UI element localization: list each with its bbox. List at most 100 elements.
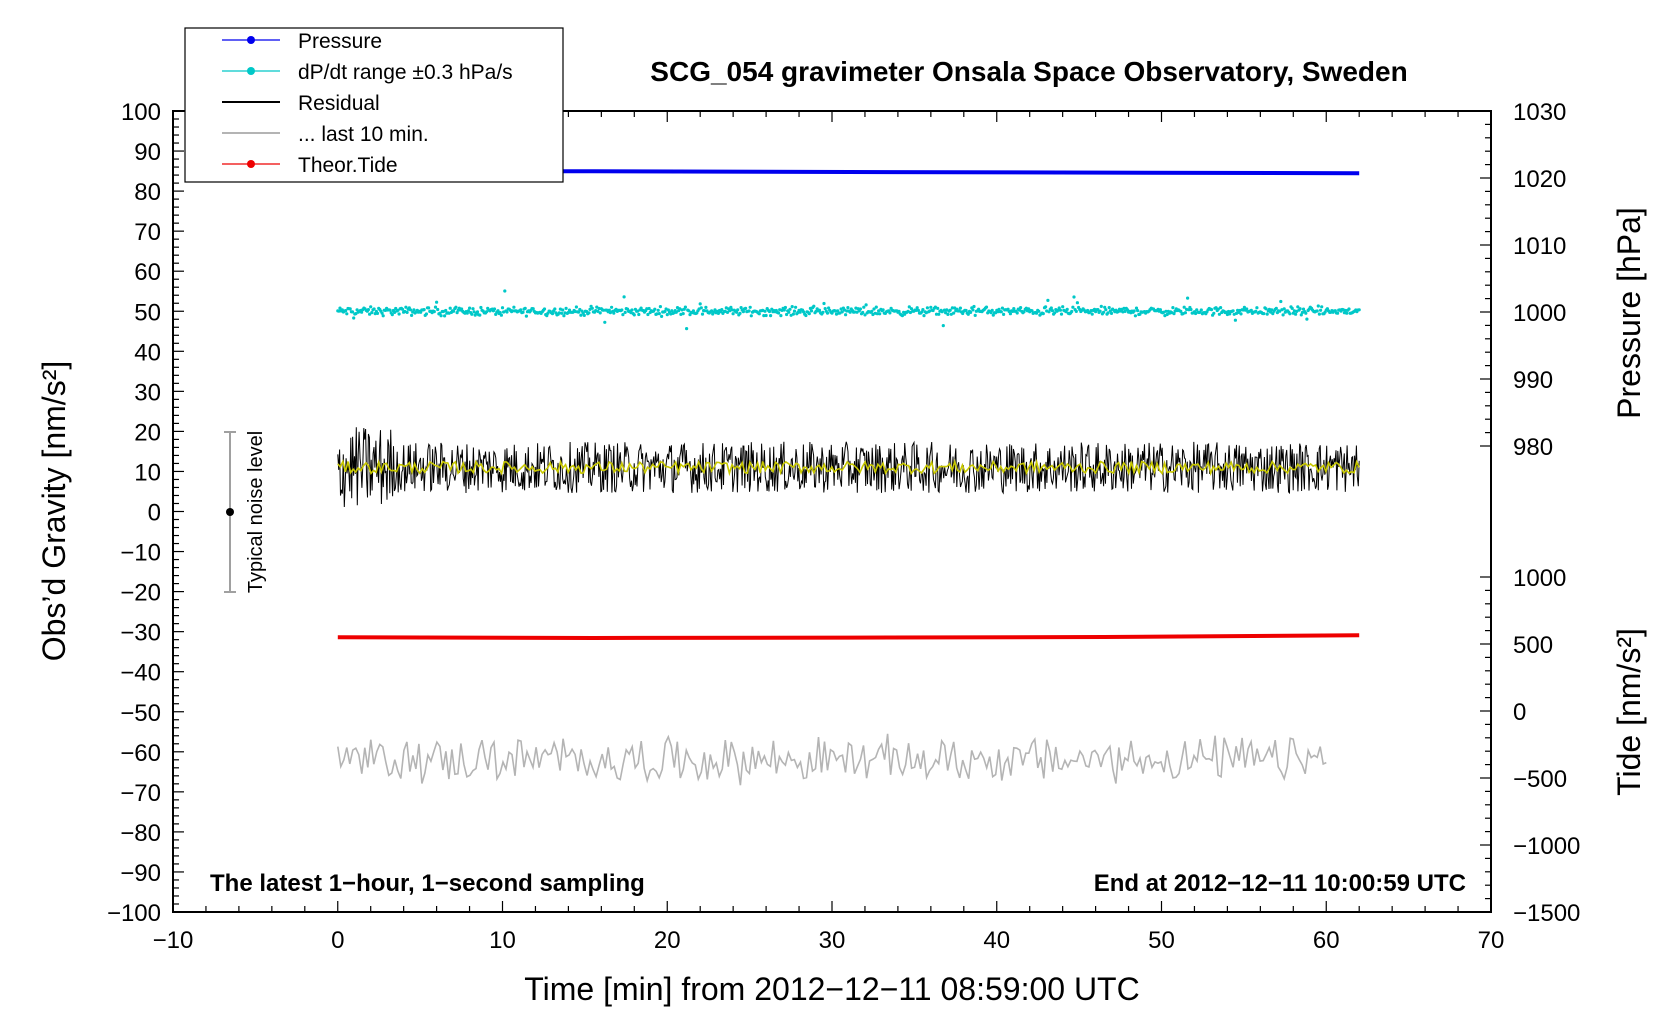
dpdt-point bbox=[1347, 307, 1351, 311]
dpdt-point bbox=[812, 304, 816, 308]
dpdt-point bbox=[595, 305, 599, 309]
annotation-end-time: End at 2012−12−11 10:00:59 UTC bbox=[1094, 870, 1466, 897]
dpdt-point bbox=[460, 307, 464, 311]
dpdt-point bbox=[452, 309, 456, 313]
dpdt-point bbox=[1212, 311, 1216, 315]
dpdt-point bbox=[1239, 312, 1243, 316]
dpdt-point bbox=[670, 309, 674, 313]
dpdt-point bbox=[809, 309, 814, 313]
dpdt-point bbox=[1012, 307, 1016, 311]
dpdt-point bbox=[355, 308, 359, 312]
dpdt-point bbox=[862, 305, 866, 309]
dpdt-point bbox=[1254, 309, 1258, 313]
dpdt-point bbox=[632, 313, 636, 317]
pressure-tick-label: 1020 bbox=[1513, 166, 1566, 193]
dpdt-point bbox=[485, 310, 489, 314]
dpdt-point bbox=[1357, 308, 1361, 312]
dpdt-point bbox=[1125, 308, 1129, 312]
dpdt-point bbox=[1133, 314, 1137, 318]
dpdt-point bbox=[777, 311, 781, 315]
dpdt-point bbox=[920, 310, 924, 314]
dpdt-point bbox=[1288, 312, 1292, 316]
dpdt-point bbox=[577, 310, 581, 314]
tide-tick-label: −1000 bbox=[1513, 833, 1580, 860]
dpdt-point bbox=[1270, 308, 1274, 312]
dpdt-point bbox=[1058, 308, 1062, 312]
dpdt-point bbox=[439, 314, 443, 318]
dpdt-point bbox=[1002, 312, 1006, 316]
dpdt-point bbox=[1231, 309, 1235, 313]
dpdt-point bbox=[990, 308, 994, 312]
dpdt-point bbox=[1041, 312, 1045, 316]
x-tick-label: 40 bbox=[983, 927, 1010, 954]
dpdt-point bbox=[562, 314, 566, 318]
dpdt-point bbox=[1298, 307, 1302, 311]
dpdt-point bbox=[936, 306, 940, 310]
dpdt-point bbox=[1044, 305, 1048, 309]
dpdt-point bbox=[747, 309, 751, 313]
legend-entry-residual: Residual bbox=[222, 92, 380, 115]
dpdt-point bbox=[858, 307, 863, 311]
dpdt-point bbox=[375, 311, 380, 315]
dpdt-point bbox=[354, 312, 358, 316]
dpdt-point bbox=[1241, 308, 1245, 312]
dpdt-point bbox=[370, 311, 374, 315]
dpdt-point bbox=[658, 305, 663, 309]
dpdt-point bbox=[1179, 309, 1183, 313]
dpdt-point bbox=[991, 313, 995, 317]
dpdt-point bbox=[505, 310, 509, 314]
dpdt-point bbox=[792, 309, 797, 313]
annotation-sampling: The latest 1−hour, 1−second sampling bbox=[210, 870, 645, 897]
dpdt-point bbox=[610, 305, 614, 309]
dpdt-point bbox=[821, 310, 825, 314]
dpdt-point bbox=[1242, 305, 1246, 309]
dpdt-point bbox=[1071, 305, 1075, 309]
dpdt-point bbox=[1074, 309, 1078, 313]
dpdt-point bbox=[1034, 311, 1039, 315]
dpdt-point bbox=[496, 309, 500, 313]
dpdt-point bbox=[929, 305, 933, 309]
dpdt-point bbox=[739, 306, 743, 310]
y-tick-label: −60 bbox=[120, 740, 161, 767]
dpdt-point bbox=[1123, 309, 1127, 313]
dpdt-point bbox=[590, 306, 594, 310]
dpdt-point bbox=[438, 311, 442, 315]
dpdt-point bbox=[352, 316, 356, 320]
dpdt-point bbox=[1264, 307, 1268, 311]
x-tick-label: 70 bbox=[1478, 927, 1505, 954]
tide-tick-label: 500 bbox=[1513, 632, 1553, 659]
dpdt-point bbox=[511, 309, 515, 313]
dpdt-point bbox=[630, 308, 634, 312]
dpdt-point bbox=[683, 305, 688, 309]
dpdt-point bbox=[498, 311, 502, 315]
dpdt-point bbox=[564, 306, 568, 310]
pressure-tick-label: 1030 bbox=[1513, 99, 1566, 126]
dpdt-point bbox=[1090, 312, 1094, 316]
y-tick-label: −50 bbox=[120, 700, 161, 727]
tide-tick-label: 1000 bbox=[1513, 565, 1566, 592]
dpdt-point bbox=[578, 307, 582, 312]
dpdt-point bbox=[897, 309, 901, 313]
dpdt-point bbox=[621, 313, 625, 317]
dpdt-point bbox=[432, 310, 436, 314]
dpdt-point bbox=[435, 300, 439, 304]
dpdt-point bbox=[846, 306, 850, 310]
dpdt-point bbox=[996, 310, 1000, 314]
y-tick-label: 10 bbox=[134, 459, 161, 486]
dpdt-point bbox=[1109, 311, 1114, 315]
tide-tick-label: −500 bbox=[1513, 766, 1567, 793]
dpdt-point bbox=[863, 313, 867, 317]
legend-marker-tide bbox=[247, 160, 255, 168]
dpdt-point bbox=[874, 305, 878, 309]
y-tick-label: 80 bbox=[134, 179, 161, 206]
dpdt-point bbox=[864, 303, 868, 307]
dpdt-point bbox=[822, 301, 826, 306]
dpdt-point bbox=[1000, 306, 1005, 310]
dpdt-point bbox=[1047, 310, 1051, 314]
dpdt-point bbox=[1099, 304, 1103, 308]
dpdt-point bbox=[560, 311, 564, 315]
dpdt-point bbox=[888, 311, 892, 315]
dpdt-point bbox=[369, 305, 373, 309]
dpdt-point bbox=[1061, 305, 1065, 309]
dpdt-point bbox=[1027, 307, 1031, 311]
